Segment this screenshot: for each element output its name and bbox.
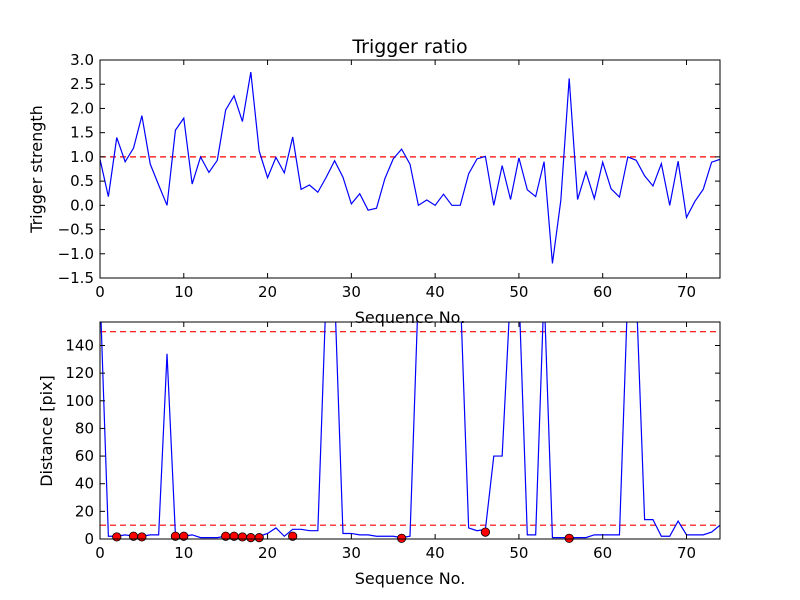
x-tick-label: 70: [677, 283, 696, 301]
x-axis-label: Sequence No.: [355, 308, 466, 327]
y-tick-label: 80: [75, 419, 94, 437]
x-tick-label: 0: [95, 283, 105, 301]
y-tick-label: −1.5: [58, 269, 94, 287]
y-tick-label: 20: [75, 502, 94, 520]
y-axis-label: Distance [pix]: [37, 375, 56, 487]
data-point-marker: [254, 533, 264, 543]
y-tick-label: 100: [65, 392, 94, 410]
x-tick-label: 10: [174, 283, 193, 301]
data-point-marker: [112, 532, 122, 542]
y-tick-label: −1.0: [58, 245, 94, 263]
axes-frame: [99, 321, 721, 540]
distance-panel: 0 10 20 30 40 50 60 70 0 20 40 60 80 100 120 140 Seque…: [37, 321, 721, 588]
data-point-marker: [179, 531, 189, 541]
x-tick-labels: 0 10 20 30 40 50 60 70: [95, 544, 696, 562]
plot-area: [100, 72, 720, 264]
x-tick-label: 70: [677, 544, 696, 562]
x-tick-label: 30: [342, 283, 361, 301]
y-tick-label: 2.0: [70, 99, 94, 117]
x-tick-label: 30: [342, 544, 361, 562]
x-tick-labels: 0 10 20 30 40 50 60 70: [95, 283, 696, 301]
y-tick-label: 0.5: [70, 172, 94, 190]
y-tick-labels: 0 20 40 60 80 100 120 140: [65, 336, 94, 548]
axes-frame: [99, 59, 721, 279]
data-point-marker: [246, 533, 256, 543]
data-point-marker: [480, 527, 491, 537]
data-point-marker: [288, 531, 298, 541]
x-tick-label: 20: [258, 544, 277, 562]
x-tick-label: 40: [426, 283, 445, 301]
y-tick-label: 120: [65, 364, 94, 382]
series-line: [100, 322, 720, 539]
y-tick-label: 0.0: [70, 196, 94, 214]
y-tick-label: 40: [75, 475, 94, 493]
data-point-marker: [237, 532, 248, 542]
plot-area: [100, 322, 720, 539]
x-tick-label: 60: [593, 544, 612, 562]
y-tick-label: 3.0: [70, 51, 94, 69]
x-axis-label: Sequence No.: [355, 569, 466, 588]
data-point-marker: [137, 532, 147, 542]
data-point-marker: [397, 533, 407, 543]
y-tick-label: 1.5: [70, 124, 94, 142]
x-tick-label: 0: [95, 544, 105, 562]
chart-title: Trigger ratio: [351, 36, 467, 58]
y-tick-label: 60: [75, 447, 94, 465]
y-tick-label: 1.0: [70, 148, 94, 166]
x-tick-label: 10: [174, 544, 193, 562]
x-tick-label: 60: [593, 283, 612, 301]
y-tick-label: 0: [84, 530, 94, 548]
y-tick-label: 140: [65, 336, 94, 354]
y-tick-labels: −1.5 −1.0 −0.5 0.0 0.5 1.0 1.5 2.0 2.5 3.0: [58, 51, 94, 287]
y-axis-label: Trigger strength: [27, 105, 46, 234]
y-tick-label: 2.5: [70, 75, 94, 93]
data-point-marker: [564, 533, 574, 543]
x-tick-label: 50: [509, 544, 528, 562]
series-line: [100, 72, 720, 264]
y-tick-label: −0.5: [58, 221, 94, 239]
x-tick-label: 20: [258, 283, 277, 301]
x-tick-label: 50: [509, 283, 528, 301]
x-tick-label: 40: [426, 544, 445, 562]
